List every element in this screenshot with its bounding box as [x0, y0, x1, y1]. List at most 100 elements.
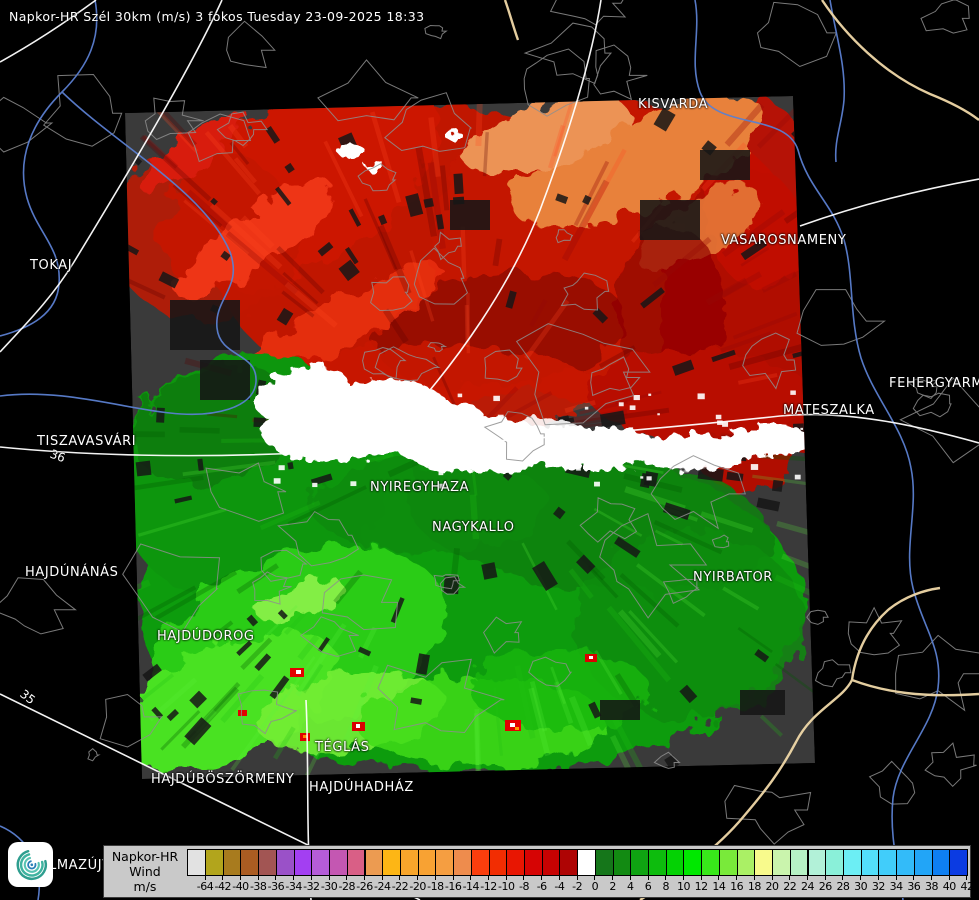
legend-cell: [435, 849, 455, 876]
legend-tick-label: 0: [591, 880, 599, 893]
zero-isodop-specks: [273, 387, 804, 489]
legend-tick: [257, 876, 259, 880]
legend-tick-label: -64: [196, 880, 214, 893]
legend-tick-label: -14: [462, 880, 480, 893]
legend-tick-label: -10: [498, 880, 515, 893]
legend-cell: [931, 849, 951, 876]
storm-spiral-logo: [8, 842, 53, 887]
legend-cell: [541, 849, 561, 876]
legend-cell: [949, 849, 968, 876]
legend-tick: [204, 876, 206, 880]
legend-unit: m/s: [133, 879, 157, 894]
legend-cell: [399, 849, 419, 876]
legend-tick: [948, 876, 950, 880]
spiral-icon: [16, 849, 47, 880]
legend-tick: [682, 876, 684, 880]
legend-cell: [222, 849, 242, 876]
legend-tick-label: 42: [960, 880, 974, 893]
legend-tick-label: 28: [836, 880, 850, 893]
legend-tick-label: -20: [409, 880, 426, 893]
city-label-nyirbator: NYIRBATOR: [693, 570, 773, 585]
river-lines: [0, 0, 940, 900]
legend-tick-label: 36: [907, 880, 921, 893]
legend-tick: [293, 876, 295, 880]
city-label-t-gl-s: TÉGLÁS: [315, 740, 370, 755]
legend-cell: [754, 849, 774, 876]
legend-tick: [381, 876, 383, 880]
legend-tick: [523, 876, 525, 880]
legend-cell: [913, 849, 933, 876]
legend-tick: [753, 876, 755, 880]
legend-tick: [417, 876, 419, 880]
legend-cell: [311, 849, 331, 876]
legend-cell: [205, 849, 224, 876]
legend-tick-label: -18: [427, 880, 444, 893]
legend-cell: [523, 849, 543, 876]
legend-cell: [275, 849, 295, 876]
legend-tick: [842, 876, 844, 880]
settlement-boundary-outlines: [0, 0, 979, 845]
legend-cell: [825, 849, 844, 876]
legend-tick-label: -38: [249, 880, 267, 893]
legend-tick: [558, 876, 560, 880]
legend-tick-label: 18: [747, 880, 762, 893]
legend-tick-label: -30: [320, 880, 338, 893]
radial-velocity-streaks: [125, 96, 815, 779]
legend-tick-label: 4: [627, 880, 634, 893]
legend-tick-label: 26: [818, 880, 833, 893]
legend-tick-label: 2: [609, 880, 616, 893]
legend-tick: [612, 876, 614, 880]
legend-tick: [665, 876, 667, 880]
legend-cell: [665, 849, 685, 876]
legend-cell: [364, 849, 384, 876]
legend-tick-label: -24: [373, 880, 391, 893]
legend-tick: [966, 876, 968, 880]
legend-cell: [860, 849, 880, 876]
legend-cell: [772, 849, 791, 876]
color-scale-legend: Napkor-HR Wind m/s -64 -42 -40 -38 -36 -34 -32…: [103, 845, 974, 898]
city-label-vasarosnameny: VASAROSNAMENY: [721, 233, 847, 248]
legend-tick-label: -28: [338, 880, 356, 893]
legend-tick: [771, 876, 773, 880]
legend-tick: [470, 876, 472, 880]
legend-cell: [346, 849, 366, 876]
legend-cell: [842, 849, 862, 876]
legend-label-box: Napkor-HR Wind m/s: [104, 846, 186, 897]
legend-tick-label: 16: [730, 880, 744, 893]
legend-tick: [931, 876, 933, 880]
legend-tick: [434, 876, 436, 880]
legend-cell: [789, 849, 809, 876]
legend-cell: [594, 849, 614, 876]
legend-cell: [683, 849, 703, 876]
legend-cell: [470, 849, 490, 876]
legend-cell: [577, 849, 596, 876]
legend-tick: [399, 876, 401, 880]
legend-tick: [452, 876, 454, 880]
legend-tick-label: -42: [214, 880, 232, 893]
legend-tick-label: -22: [391, 880, 409, 893]
legend-cell: [258, 849, 277, 876]
legend-tick: [275, 876, 277, 880]
legend-tick-label: 8: [662, 880, 669, 893]
legend-tick-label: -4: [554, 880, 565, 893]
legend-tick: [594, 876, 596, 880]
legend-cell: [701, 849, 720, 876]
city-label-fehergyarmat: FEHERGYARMAT: [889, 376, 979, 391]
zero-isodop-white-band: [253, 132, 815, 472]
city-label-nagykallo: NAGYKALLO: [432, 520, 515, 535]
legend-tick-label: -6: [536, 880, 547, 893]
legend-quantity: Wind: [129, 864, 161, 879]
legend-tick-label: -2: [572, 880, 583, 893]
legend-cell: [329, 849, 348, 876]
legend-cell: [293, 849, 313, 876]
legend-tick: [789, 876, 791, 880]
legend-cell: [453, 849, 472, 876]
legend-tick: [505, 876, 507, 880]
legend-tick: [647, 876, 649, 880]
legend-cell: [187, 849, 207, 876]
legend-tick: [328, 876, 330, 880]
legend-tick-label: -16: [444, 880, 462, 893]
legend-cell: [718, 849, 738, 876]
